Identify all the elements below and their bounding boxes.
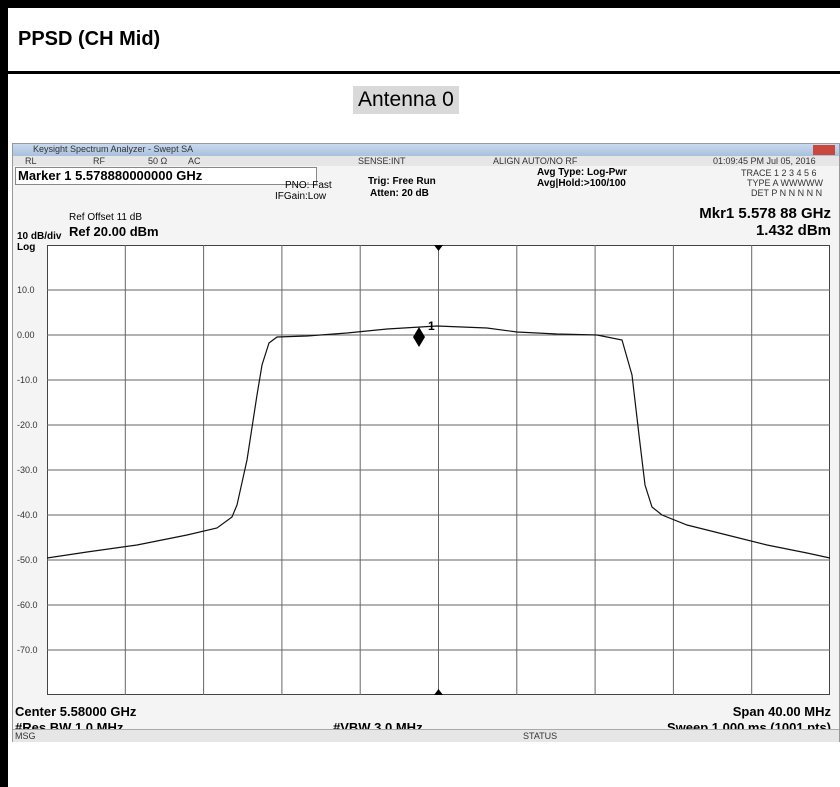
ifgain: IFGain:Low [275,191,327,202]
toolbar-item: ALIGN AUTO/NO RF [493,156,578,166]
marker-number: 1 [428,319,435,333]
ref-level: Ref 20.00 dBm [69,224,159,239]
grid [47,245,830,695]
toolbar-item: RF [93,156,105,166]
marker-diamond [413,327,425,347]
ref-offset: Ref Offset 11 dB [69,212,143,223]
plot: 1 [47,245,830,695]
window-title: Keysight Spectrum Analyzer - Swept SA [33,144,194,154]
marker-freq: Mkr1 5.578 88 GHz [699,205,831,222]
y-tick-label: -30.0 [17,465,38,475]
y-tick-label: -70.0 [17,645,38,655]
row-border [8,71,840,74]
toolbar-item: 50 Ω [148,156,168,166]
marker-box: Marker 1 5.578880000000 GHz [15,167,317,185]
trace [47,325,830,559]
status-bar: MSG STATUS [13,729,839,742]
msg: MSG [15,731,36,741]
y-tick-label: -50.0 [17,555,38,565]
top-border [0,0,840,8]
scale-type: Log [17,242,36,253]
scale: 10 dB/div [17,231,62,242]
y-tick-label: -10.0 [17,375,38,385]
trig: Trig: Free Run [368,176,436,187]
y-tick-label: 10.0 [17,285,35,295]
toolbar-item: SENSE:INT [358,156,406,166]
atten: Atten: 20 dB [370,188,429,199]
toolbar-item: RL [25,156,37,166]
toolbar-item: 01:09:45 PM Jul 05, 2016 [713,156,816,166]
trace-info: TYPE A WWWWW [747,178,823,188]
marker-readout: Marker 1 5.578880000000 GHz [18,168,203,183]
toolbar-item: AC [188,156,201,166]
trace-info: DET P N N N N N [751,188,823,198]
y-tick-label: -40.0 [17,510,38,520]
center-freq: Center 5.58000 GHz [15,704,137,719]
pno: PNO: Fast [285,180,332,191]
avg-type: Avg Type: Log-Pwr [537,167,627,178]
marker-level: 1.432 dBm [755,222,831,239]
avg-hold: Avg|Hold:>100/100 [537,178,626,189]
status: STATUS [523,731,558,741]
left-border [0,0,8,787]
trace-info: TRACE 1 2 3 4 5 6 [741,168,817,178]
section-title: PPSD (CH Mid) [18,28,161,50]
y-tick-label: -20.0 [17,420,38,430]
span: Span 40.00 MHz [732,704,831,719]
y-tick-label: 0.00 [17,330,35,340]
title-bar: Keysight Spectrum Analyzer - Swept SA [13,144,839,156]
toolbar: RL RF 50 Ω AC SENSE:INT ALIGN AUTO/NO RF… [13,156,839,166]
antenna-label: Antenna 0 [353,86,459,114]
y-tick-label: -60.0 [17,600,38,610]
close-button [813,145,835,155]
